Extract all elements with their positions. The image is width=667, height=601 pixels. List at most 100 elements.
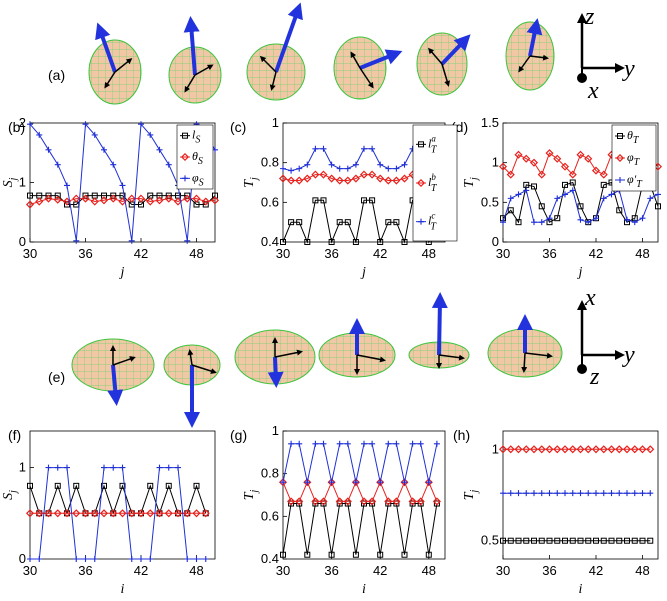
data-point-d-2 [585, 219, 592, 226]
y-axis-label-c-sub: j [249, 177, 260, 182]
data-point-b-0 [27, 192, 33, 199]
chart-panel-h: 30 36 42 48 0.5 1 i Tj [462, 430, 659, 597]
data-point-b-2 [165, 161, 172, 168]
data-point-h-2 [538, 490, 545, 497]
data-point-h-0 [647, 537, 654, 544]
data-point-f-1 [173, 509, 183, 518]
data-point-f-0 [101, 482, 107, 489]
data-point-d-0 [538, 203, 545, 210]
ellipsoid-e1 [71, 338, 155, 406]
data-point-f-2 [110, 464, 117, 471]
y-tick-label-d: 0.5 [481, 194, 499, 209]
legend-marker-c-1 [416, 178, 426, 188]
ellipsoid-e2 [163, 344, 221, 428]
data-point-d-2 [569, 187, 576, 194]
data-point-g-1 [400, 478, 409, 487]
data-point-c-2 [296, 165, 303, 172]
data-point-h-0 [631, 537, 638, 544]
data-point-c-2 [352, 161, 359, 168]
data-point-b-1 [136, 194, 146, 203]
data-point-c-2 [280, 165, 286, 172]
legend-label-d-2-base: φ' [627, 172, 637, 186]
data-point-h-1 [607, 445, 616, 454]
data-point-g-1 [343, 497, 352, 506]
legend-label-b-0-base: l [192, 128, 196, 142]
data-point-c-0 [377, 239, 384, 245]
chart-panel-g: 30 36 42 48 0.4 0.6 0.8 1 i Tj [242, 423, 446, 597]
data-point-h-1 [545, 445, 554, 454]
data-point-d-0 [616, 207, 623, 214]
data-point-g-1 [335, 497, 344, 506]
data-point-d-2 [554, 195, 561, 202]
data-point-g-1 [303, 478, 312, 487]
data-point-f-2 [202, 556, 209, 562]
data-point-h-0 [639, 537, 646, 544]
x-tick-label-b: 42 [134, 246, 148, 261]
data-point-c-1 [327, 174, 336, 183]
data-point-g-2 [352, 479, 359, 486]
x-tick-label-h: 42 [589, 563, 603, 578]
data-point-c-1 [343, 176, 352, 185]
ellipsoid-e4 [318, 318, 396, 378]
x-tick-label-g: 30 [276, 563, 290, 578]
data-point-g-2 [296, 440, 303, 447]
x-tick-label-h: 36 [542, 563, 556, 578]
data-point-h-1 [522, 445, 531, 454]
data-point-f-2 [54, 464, 61, 471]
chart-panel-f: 30 36 42 48 0 1 i Sj [1, 430, 216, 597]
data-point-f-1 [109, 509, 118, 518]
data-point-c-0 [393, 219, 400, 226]
data-point-h-0 [538, 537, 545, 544]
frame-top-x-label: x [587, 78, 599, 104]
data-point-g-1 [384, 497, 393, 506]
panel-label-b: (b) [8, 119, 25, 135]
x-axis-label-c: j [360, 265, 366, 280]
y-tick-label-f: 1 [19, 460, 26, 475]
data-point-g-2 [328, 479, 335, 486]
data-point-f-1 [118, 509, 127, 518]
data-point-b-2 [45, 146, 52, 153]
data-point-c-1 [368, 170, 377, 179]
legend-label-c-0-sub: T [431, 144, 438, 155]
data-point-d-2 [631, 219, 638, 226]
data-point-c-0 [361, 197, 367, 204]
data-point-h-2 [593, 490, 599, 497]
data-point-b-1 [90, 197, 99, 206]
data-point-h-0 [507, 537, 514, 544]
data-point-b-1 [127, 194, 136, 203]
x-tick-label-f: 48 [189, 563, 203, 578]
legend-label-d-1-base: φ [627, 150, 634, 164]
data-point-c-2 [336, 165, 343, 172]
data-point-c-0 [344, 219, 351, 226]
data-point-f-2 [184, 556, 191, 562]
legend-marker-b-1 [180, 152, 190, 162]
data-point-c-1 [376, 174, 385, 183]
data-point-c-0 [280, 239, 286, 245]
data-point-g-1 [408, 497, 417, 506]
data-point-f-1 [81, 509, 90, 518]
data-point-g-1 [351, 478, 360, 487]
data-point-d-2 [577, 216, 584, 223]
data-point-b-2 [110, 161, 117, 168]
legend-label-c-2-sup: c [431, 211, 435, 221]
data-point-g-1 [295, 497, 304, 506]
data-point-g-2 [409, 440, 416, 447]
data-point-d-2 [515, 191, 522, 198]
data-point-c-0 [312, 197, 319, 204]
y-tick-label-b: 0 [19, 234, 26, 249]
data-point-d-1 [506, 170, 515, 179]
y-axis-label-b-sub: j [8, 177, 19, 182]
data-point-h-2 [631, 490, 638, 497]
legend-marker-d-2 [617, 177, 623, 183]
x-tick-label-c: 42 [373, 246, 387, 261]
data-point-b-2 [147, 131, 154, 138]
data-point-h-1 [560, 445, 570, 454]
y-tick-label-c: 0.4 [261, 234, 279, 249]
data-point-h-1 [584, 445, 593, 454]
data-point-c-1 [311, 170, 320, 179]
y-axis-label-c-base: T [242, 179, 257, 188]
frame-top-y-label: y [622, 56, 635, 82]
x-tick-label-d: 36 [542, 246, 556, 261]
